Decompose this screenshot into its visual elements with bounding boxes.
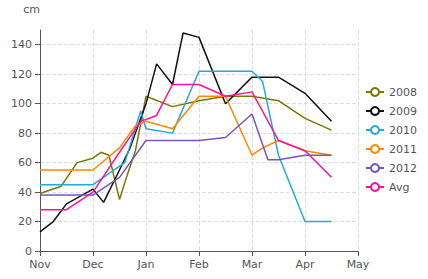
svg-text:Mar: Mar: [242, 258, 263, 271]
svg-text:0: 0: [25, 245, 32, 258]
svg-text:Avg: Avg: [389, 181, 409, 194]
svg-text:2009: 2009: [389, 105, 417, 118]
svg-text:40: 40: [18, 186, 32, 199]
svg-text:Nov: Nov: [29, 258, 51, 271]
svg-text:cm: cm: [23, 3, 40, 16]
svg-text:100: 100: [11, 97, 32, 110]
svg-text:20: 20: [18, 215, 32, 228]
svg-text:2008: 2008: [389, 86, 417, 99]
svg-text:Apr: Apr: [295, 258, 315, 271]
svg-text:140: 140: [11, 38, 32, 51]
svg-text:2011: 2011: [389, 143, 417, 156]
svg-text:Jan: Jan: [137, 258, 155, 271]
svg-text:120: 120: [11, 68, 32, 81]
svg-text:80: 80: [18, 127, 32, 140]
svg-text:May: May: [347, 258, 370, 271]
svg-text:Dec: Dec: [82, 258, 103, 271]
svg-text:Feb: Feb: [189, 258, 208, 271]
svg-text:2010: 2010: [389, 124, 417, 137]
svg-text:2012: 2012: [389, 162, 417, 175]
svg-text:60: 60: [18, 156, 32, 169]
